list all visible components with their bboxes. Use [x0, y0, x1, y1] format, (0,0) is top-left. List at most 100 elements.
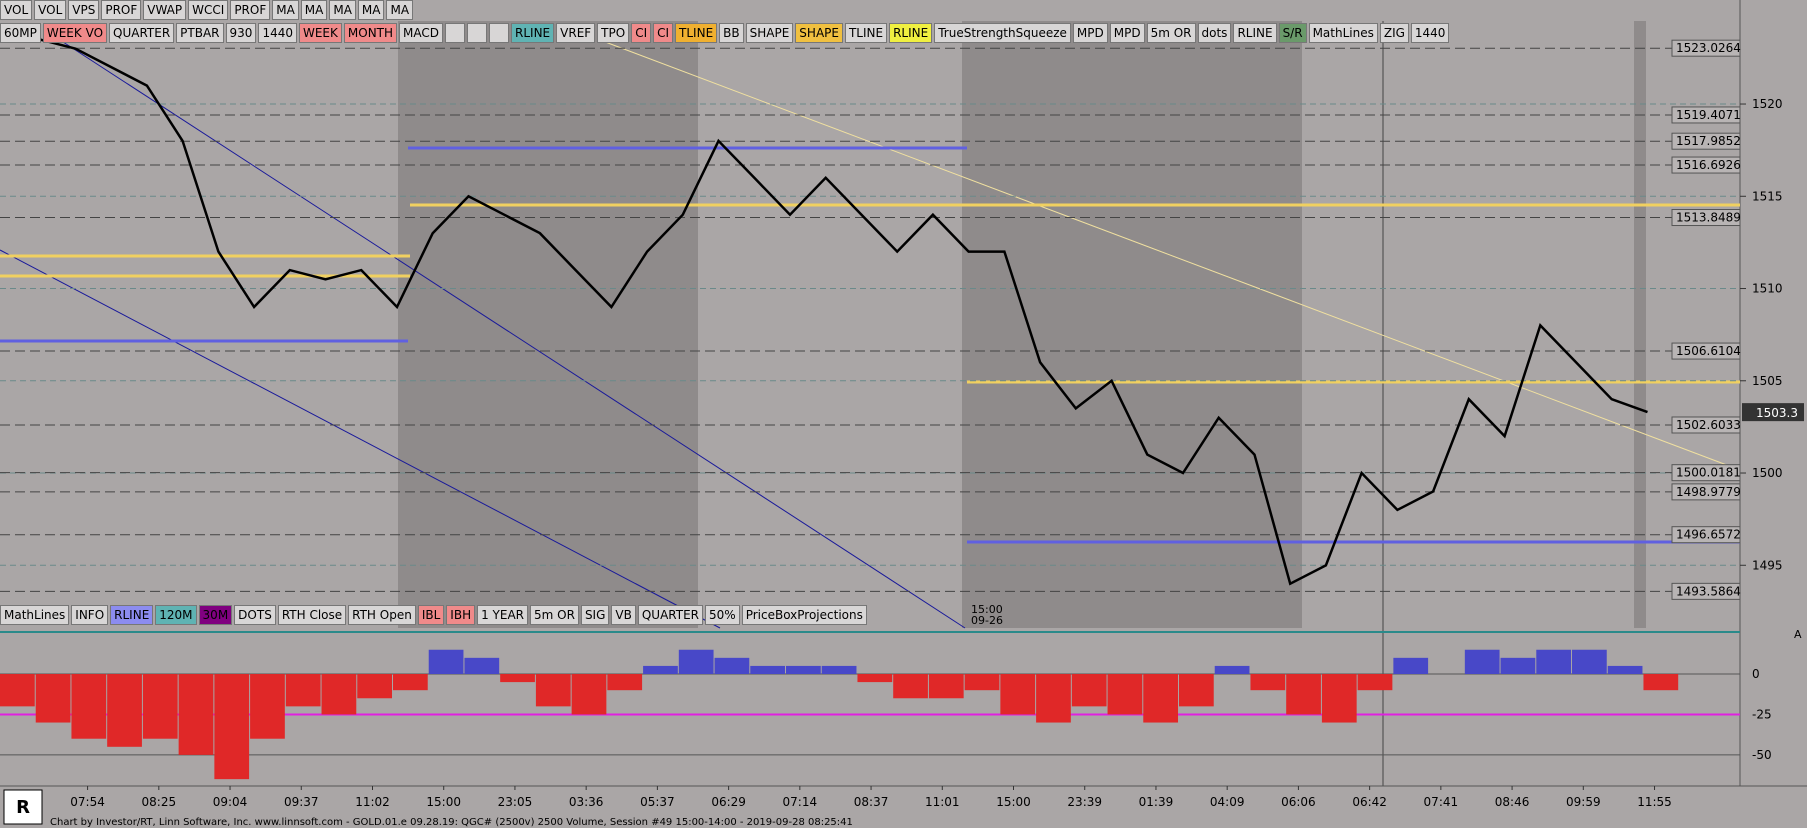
toolbar-button[interactable]: SHAPE — [745, 23, 794, 43]
toolbar-button[interactable]: PTBAR — [176, 23, 224, 43]
toolbar-button[interactable]: TLINE — [844, 23, 888, 43]
x-tick-label: 11:55 — [1637, 795, 1672, 809]
indicator-bar — [750, 665, 786, 675]
price-level-box — [1671, 526, 1741, 544]
toolbar-button[interactable]: MA — [272, 0, 299, 20]
toolbar-button[interactable]: TPO — [597, 23, 630, 43]
toolbar-button[interactable]: DOTS — [234, 605, 276, 625]
toolbar-button[interactable]: SIG — [580, 605, 610, 625]
indicator-bar — [142, 674, 178, 739]
toolbar-button[interactable]: IBL — [417, 605, 445, 625]
toolbar-button[interactable]: VOL — [34, 0, 67, 20]
price-level-label: 1500.0181 — [1676, 466, 1741, 480]
toolbar-button[interactable]: VB — [611, 605, 636, 625]
x-tick-label: 06:29 — [711, 795, 746, 809]
x-tick-label: 11:01 — [925, 795, 960, 809]
toolbar-button[interactable]: SHAPE — [795, 23, 843, 43]
last-price-box — [1742, 403, 1804, 422]
toolbar-button[interactable]: 120M — [155, 605, 197, 625]
toolbar-button[interactable]: PROF — [101, 0, 142, 20]
toolbar-button[interactable]: MathLines — [1308, 23, 1378, 43]
toolbar-button[interactable]: QUARTER — [637, 605, 704, 625]
x-tick-label: 11:02 — [355, 795, 390, 809]
toolbar-button[interactable]: TrueStrengthSqueeze — [934, 23, 1071, 43]
toolbar-button[interactable]: S/R — [1278, 23, 1307, 43]
indicator-bar — [928, 674, 964, 699]
toolbar-button[interactable]: 30M — [198, 605, 233, 625]
indicator-bar — [1214, 665, 1250, 675]
indicator-bar — [1143, 674, 1179, 723]
toolbar-button[interactable]: MACD — [399, 23, 444, 43]
indicator-bar — [178, 674, 214, 755]
toolbar-button[interactable]: BB — [719, 23, 744, 43]
toolbar-button[interactable]: dots — [1197, 23, 1232, 43]
toolbar-button[interactable]: INFO — [71, 605, 109, 625]
toolbar-button[interactable]: 1 YEAR — [477, 605, 529, 625]
toolbar-button[interactable]: MathLines — [0, 605, 70, 625]
price-level-label: 1502.6033 — [1676, 418, 1741, 432]
toolbar-button[interactable]: RLINE — [889, 23, 933, 43]
price-level-box — [1671, 464, 1741, 482]
toolbar-button[interactable]: MPD — [1072, 23, 1108, 43]
toolbar-button[interactable]: MA — [386, 0, 414, 20]
toolbar-button[interactable]: RTH Close — [277, 605, 347, 625]
indicator-bar — [571, 674, 607, 715]
toolbar-button[interactable]: MA — [329, 0, 356, 20]
trend-line — [599, 39, 1741, 471]
indicator-bar — [357, 674, 393, 699]
toolbar-button[interactable]: PROF — [230, 0, 271, 20]
toolbar-button[interactable]: QUARTER — [109, 23, 175, 43]
y-tick-label: 1520 — [1752, 97, 1783, 111]
toolbar-button[interactable]: RLINE — [511, 23, 555, 43]
toolbar-button[interactable]: WCCI — [188, 0, 229, 20]
pencil-icon[interactable] — [467, 23, 488, 43]
toolbar-button[interactable]: MA — [357, 0, 385, 20]
toolbar-button[interactable]: VPS — [68, 0, 100, 20]
toolbar-button[interactable]: MPD — [1109, 23, 1145, 43]
toolbar-button[interactable]: 1440 — [258, 23, 297, 43]
indicator-bar — [786, 665, 821, 675]
y-tick-label: 1510 — [1752, 282, 1783, 296]
indicator-bar — [1071, 674, 1107, 707]
indicator-bar — [1179, 674, 1214, 707]
toolbar-button[interactable]: 50% — [705, 605, 740, 625]
toolbar-button[interactable]: RLINE — [1233, 23, 1277, 43]
toolbar-button[interactable]: MONTH — [343, 23, 398, 43]
session-label: 15:00 — [971, 603, 1003, 616]
toolbar-group: 60MP WEEK VO QUARTER PTBAR 930 1440 WEEK MONTH M… — [0, 23, 444, 43]
toolbar-button[interactable]: CI — [631, 23, 652, 43]
toolbar-group: RLINE VREF TPO CI CI TLINE BB SHAPE SHAPE TLINE RL… — [511, 23, 1450, 43]
price-level-label: 1516.6926 — [1676, 158, 1741, 172]
toolbar-button[interactable]: RTH Open — [348, 605, 416, 625]
toolbar-button[interactable]: VWAP — [143, 0, 187, 20]
session-shade — [962, 21, 1302, 628]
toolbar-button[interactable]: PriceBoxProjections — [741, 605, 867, 625]
toolbar-button[interactable]: WEEK VO — [42, 23, 108, 43]
indicator-bar — [1000, 674, 1036, 715]
toolbar-button[interactable]: 5m OR — [530, 605, 579, 625]
toolbar-button[interactable]: 1440 — [1410, 23, 1450, 43]
price-level-label: 1523.0264 — [1676, 41, 1741, 55]
indicator-bar — [1107, 674, 1143, 715]
toolbar-button[interactable]: 930 — [225, 23, 257, 43]
x-tick-label: 09:37 — [284, 795, 319, 809]
refresh-icon[interactable] — [489, 23, 510, 43]
toolbar-button[interactable]: ZIG — [1379, 23, 1409, 43]
clock-icon[interactable] — [445, 23, 466, 43]
toolbar-button[interactable]: 5m OR — [1146, 23, 1196, 43]
toolbar-button[interactable]: WEEK — [298, 23, 342, 43]
toolbar-button[interactable]: IBH — [446, 605, 476, 625]
price-level-box — [1671, 156, 1741, 174]
toolbar-button[interactable]: CI — [653, 23, 674, 43]
x-tick-label: 09:59 — [1566, 795, 1601, 809]
toolbar-button[interactable]: TLINE — [675, 23, 718, 43]
toolbar-button[interactable]: RLINE — [110, 605, 154, 625]
toolbar-button[interactable]: VREF — [556, 23, 596, 43]
toolbar-button[interactable]: VOL — [0, 0, 33, 20]
toolbar-button[interactable]: MA — [300, 0, 328, 20]
price-level-box — [1671, 132, 1741, 150]
toolbar-button[interactable]: 60MP — [0, 23, 41, 43]
price-level-label: 1513.8489 — [1676, 211, 1741, 225]
